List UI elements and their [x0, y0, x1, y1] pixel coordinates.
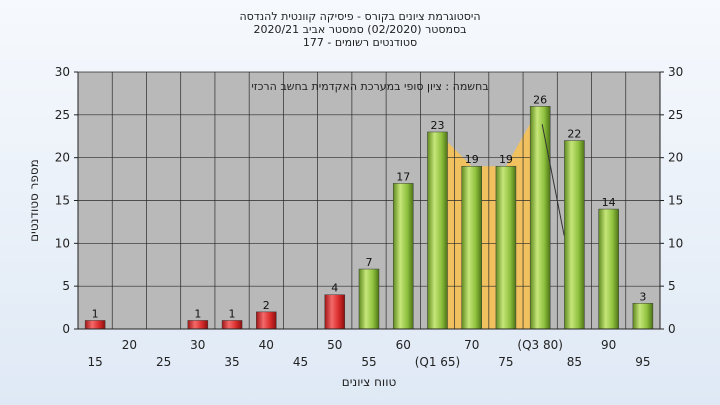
bar-15 — [84, 320, 106, 330]
y-tick-label-left: 15 — [55, 194, 70, 208]
bar-65 — [427, 131, 448, 330]
x-tick-label-95: 95 — [635, 355, 650, 369]
y-tick-label-right: 0 — [668, 322, 676, 336]
x-tick-label-15: 15 — [87, 355, 102, 369]
y-tick-label-right: 25 — [668, 108, 683, 122]
x-tick-label-80: (Q3 80) — [517, 338, 563, 352]
y-tick-label-right: 10 — [668, 236, 683, 250]
y-tick-label-left: 20 — [55, 151, 70, 165]
x-tick-label-60: 60 — [396, 338, 411, 352]
x-tick-label-25: 25 — [156, 355, 171, 369]
bar-90 — [598, 208, 619, 330]
y-tick-label-left: 5 — [62, 279, 70, 293]
plot-annotation: בחשמה : ציון סופי במערכת האקדמית בחשב הר… — [251, 80, 488, 93]
data-label-40: 2 — [263, 299, 270, 312]
data-label-80: 26 — [533, 93, 547, 106]
data-label-50: 4 — [331, 282, 338, 295]
bar-95 — [632, 303, 654, 330]
data-label-85: 22 — [567, 128, 581, 141]
data-label-55: 7 — [366, 256, 373, 269]
bar-30 — [187, 320, 209, 330]
data-label-35: 1 — [229, 307, 236, 320]
data-label-90: 14 — [602, 196, 616, 209]
y-tick-label-right: 15 — [668, 194, 683, 208]
data-labels: 1 1 1 2 4 7 17 23 19 19 26 22 14 3 — [92, 93, 647, 320]
x-tick-label-50: 50 — [327, 338, 342, 352]
y-tick-label-right: 5 — [668, 279, 676, 293]
data-label-15: 1 — [92, 307, 99, 320]
y-tick-label-right: 30 — [668, 65, 683, 79]
x-tick-label-90: 90 — [601, 338, 616, 352]
chart-subtitle-2: סטודנטים רשומים - 177 — [302, 36, 418, 49]
bar-55 — [358, 268, 380, 330]
bar-40 — [256, 311, 277, 330]
grid-lines — [77, 71, 661, 330]
x-tick-label-20: 20 — [122, 338, 137, 352]
bar-85 — [564, 140, 585, 330]
data-label-65: 23 — [430, 119, 444, 132]
x-tick-label-55: 55 — [361, 355, 376, 369]
quartile-marker-line — [541, 124, 565, 236]
x-tick-label-35: 35 — [224, 355, 239, 369]
bar-50 — [324, 294, 346, 330]
bar-70 — [461, 165, 482, 330]
y-tick-label-left: 10 — [55, 236, 70, 250]
chart-title-block: היסטוגרמת ציונים בקורס - פיסיקה קוונטית … — [0, 10, 720, 49]
x-axis-label: טווח ציונים — [342, 375, 397, 389]
x-tick-label-85: 85 — [567, 355, 582, 369]
bar-35 — [221, 320, 243, 330]
bar-60 — [392, 183, 414, 330]
x-tick-label-65: (Q1 65) — [415, 355, 461, 369]
data-label-75: 19 — [499, 153, 513, 166]
bar-80 — [529, 106, 551, 330]
y-tick-label-left: 30 — [55, 65, 70, 79]
y-axis-label: מספר סטודנטים — [27, 159, 41, 242]
x-tick-label-30: 30 — [190, 338, 205, 352]
bars — [84, 106, 654, 330]
chart-subtitle-1: בסמסטר (02/2020) סמסטר אביב 2020/21 — [253, 23, 467, 36]
x-tick-label-40: 40 — [259, 338, 274, 352]
y-tick-label-right: 20 — [668, 151, 683, 165]
x-tick-label-45: 45 — [293, 355, 308, 369]
x-tick-label-75: 75 — [498, 355, 513, 369]
x-tick-label-70: 70 — [464, 338, 479, 352]
data-label-70: 19 — [465, 153, 479, 166]
data-label-30: 1 — [194, 307, 201, 320]
chart-title: היסטוגרמת ציונים בקורס - פיסיקה קוונטית … — [239, 10, 481, 23]
bar-75 — [495, 165, 517, 330]
data-label-95: 3 — [639, 290, 646, 303]
y-tick-label-left: 25 — [55, 108, 70, 122]
y-tick-label-left: 0 — [62, 322, 70, 336]
data-label-60: 17 — [396, 170, 410, 183]
